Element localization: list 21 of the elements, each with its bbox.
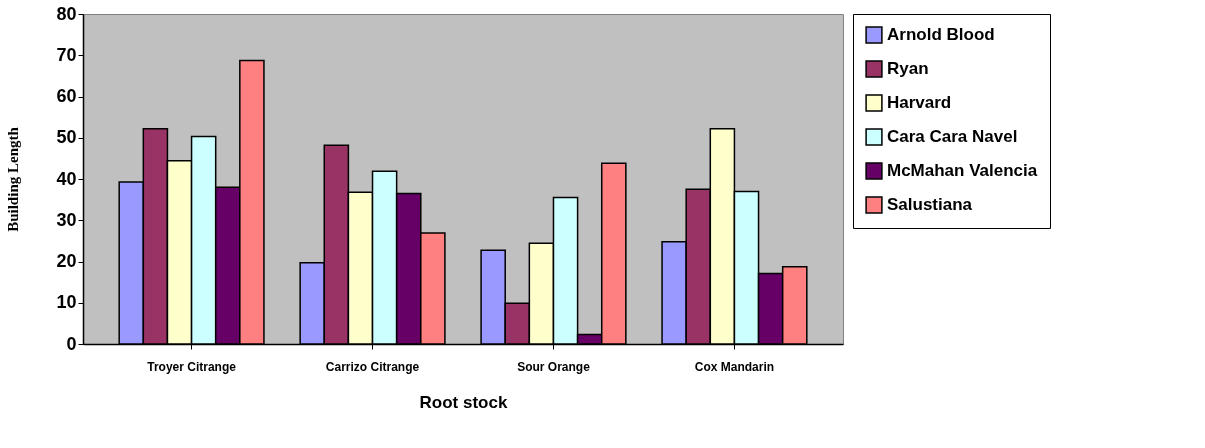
y-axis-title: Building Length: [5, 126, 22, 232]
legend-label: Cara Cara Navel: [887, 127, 1018, 146]
legend-label: McMahan Valencia: [887, 161, 1038, 180]
y-tick-label: 60: [56, 86, 77, 106]
y-tick-label: 30: [56, 209, 77, 230]
x-tick-label: Cox Mandarin: [694, 359, 775, 374]
legend-label: Salustiana: [887, 195, 973, 214]
y-tick-label: 80: [56, 3, 77, 24]
x-tick-label: Troyer Citrange: [147, 359, 237, 374]
y-tick-label: 40: [56, 168, 77, 189]
y-tick-label: 20: [56, 251, 77, 271]
x-tick-label: Carrizo Citrange: [325, 359, 420, 374]
legend-label: Arnold Blood: [887, 25, 995, 44]
y-tick-label: 10: [56, 292, 77, 313]
x-axis-title: Root stock: [419, 392, 508, 412]
legend-label: Harvard: [887, 93, 952, 112]
x-tick-label: Sour Orange: [517, 359, 591, 374]
y-tick-label: 50: [56, 127, 77, 148]
y-tick-label: 0: [66, 333, 77, 354]
legend-label: Ryan: [887, 59, 929, 78]
y-tick-label: 70: [56, 44, 77, 65]
